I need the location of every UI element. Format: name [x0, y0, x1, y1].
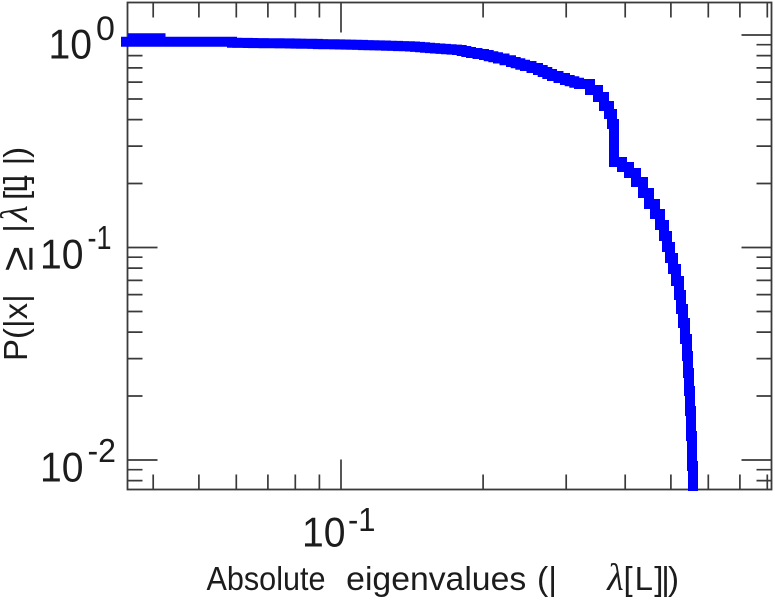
- svg-text:10: 10: [40, 231, 84, 278]
- svg-text:-2: -2: [88, 432, 117, 469]
- svg-text:-1: -1: [348, 501, 376, 538]
- svg-text:-1: -1: [88, 219, 112, 256]
- svg-text:0: 0: [96, 10, 115, 48]
- svg-text:P(|x|≥|λ[L]|): P(|x|≥|λ[L]|): [0, 148, 43, 361]
- svg-text:λ[L]|): λ[L]|): [606, 557, 679, 599]
- svg-text:Absolute: Absolute: [207, 560, 326, 597]
- svg-text:10: 10: [302, 509, 346, 556]
- svg-text:eigenvalues: eigenvalues: [346, 560, 526, 597]
- svg-text:10: 10: [49, 21, 93, 68]
- svg-text:10: 10: [40, 444, 84, 491]
- svg-text:(|: (|: [537, 560, 557, 597]
